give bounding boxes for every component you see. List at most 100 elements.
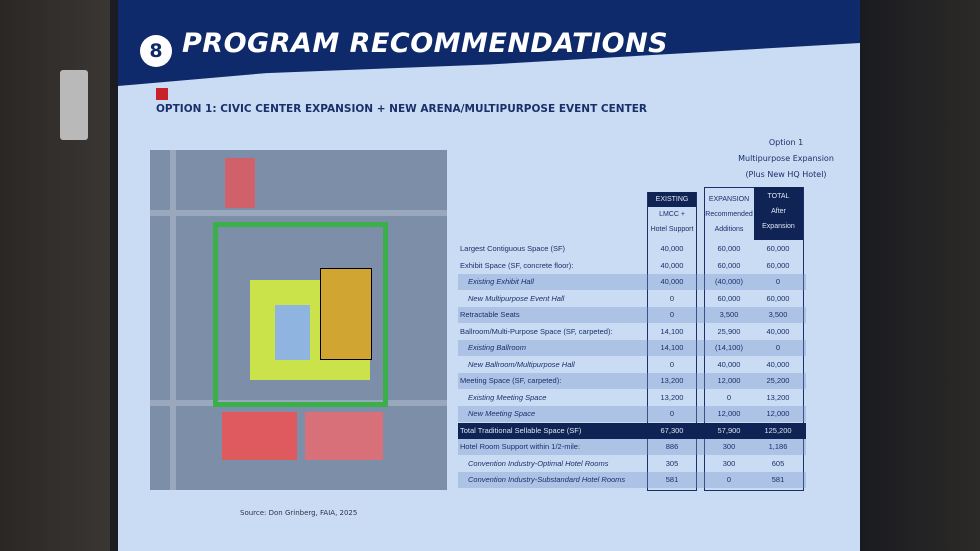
total-header-line: Expansion <box>762 223 795 230</box>
expansion-header: EXPANSION Recommended Additions <box>705 192 753 237</box>
row-label: Total Traditional Sellable Space (SF) <box>460 425 582 435</box>
row-label: Meeting Space (SF, carpeted): <box>460 376 562 385</box>
row-label: Convention Industry-Optimal Hotel Rooms <box>468 458 609 468</box>
option-label: Option 1 <box>768 138 804 147</box>
existing-value: 0 <box>669 409 675 418</box>
row-label: New Meeting Space <box>468 409 536 418</box>
existing-value: 40,000 <box>660 260 684 270</box>
total-value: 0 <box>775 343 781 352</box>
expansion-value: 300 <box>722 458 736 468</box>
table-row: Total Traditional Sellable Space (SF) 67,… <box>458 422 806 439</box>
expansion-value: 3,500 <box>719 310 739 319</box>
existing-value: 13,200 <box>660 392 684 402</box>
existing-value: 14,100 <box>660 343 684 352</box>
row-label: Retractable Seats <box>460 310 520 319</box>
expansion-header-line: Additions <box>714 226 744 233</box>
arena-block <box>320 268 372 360</box>
expansion-value: 60,000 <box>717 293 741 303</box>
total-value: 605 <box>771 458 785 468</box>
source-note: Source: Don Grinberg, FAIA, 2025 <box>240 509 358 517</box>
table-row: Convention Industry-Substandard Hotel Ro… <box>458 472 806 488</box>
expansion-value: (14,100) <box>715 343 743 352</box>
expansion-header-line: EXPANSION <box>708 196 750 203</box>
row-label: Exhibit Space (SF, concrete floor): <box>460 260 574 270</box>
table-row: Existing Meeting Space 13,200 0 13,200 <box>458 390 806 406</box>
existing-header-line: LMCC + <box>659 211 685 218</box>
existing-value: 581 <box>665 475 679 484</box>
table-row: New Meeting Space 0 12,000 12,000 <box>458 406 806 422</box>
option-note: (Plus New HQ Hotel) <box>745 170 827 179</box>
wall-switch <box>60 70 88 140</box>
expansion-value: 0 <box>726 392 732 402</box>
existing-value: 40,000 <box>660 244 684 253</box>
existing-value: 886 <box>665 442 679 451</box>
total-header: TOTAL After Expansion <box>754 187 803 240</box>
row-label: Existing Meeting Space <box>468 392 547 402</box>
expansion-value: (40,000) <box>715 277 743 286</box>
expansion-value: 12,000 <box>717 409 741 418</box>
parking-lot-south-east <box>305 412 383 460</box>
row-label: Existing Ballroom <box>468 343 526 352</box>
row-label: Ballroom/Multi-Purpose Space (SF, carpet… <box>460 326 613 336</box>
expansion-value: 300 <box>722 442 736 451</box>
total-value: 3,500 <box>768 310 788 319</box>
total-value: 25,200 <box>766 376 790 385</box>
existing-header-line: Hotel Support <box>650 226 694 233</box>
total-header-line: TOTAL <box>767 193 790 200</box>
table-row: Convention Industry-Optimal Hotel Rooms 3… <box>458 456 806 472</box>
presentation-slide: 8 PROGRAM RECOMMENDATIONS OPTION 1: CIVI… <box>118 0 860 551</box>
street <box>150 210 447 216</box>
total-value: 13,200 <box>766 392 790 402</box>
total-value: 60,000 <box>766 260 790 270</box>
table-row: Ballroom/Multi-Purpose Space (SF, carpet… <box>458 324 806 340</box>
existing-header-line: EXISTING <box>648 192 696 207</box>
wall-left <box>0 0 110 551</box>
row-label: Hotel Room Support within 1/2-mile: <box>460 442 581 451</box>
total-value: 12,000 <box>766 409 790 418</box>
green-perimeter <box>213 222 388 407</box>
total-header-line: After <box>771 208 786 215</box>
row-label: Existing Exhibit Hall <box>468 277 534 286</box>
existing-value: 14,100 <box>660 326 684 336</box>
expansion-header-line: Recommended <box>705 211 753 218</box>
total-value: 60,000 <box>766 293 790 303</box>
total-value: 40,000 <box>766 359 790 369</box>
parking-block <box>225 158 255 208</box>
total-value: 1,186 <box>768 442 788 451</box>
expansion-value: 57,900 <box>717 425 741 435</box>
total-value: 60,000 <box>766 244 790 253</box>
table-row: Existing Exhibit Hall 40,000 (40,000) 0 <box>458 274 806 290</box>
existing-value: 67,300 <box>660 425 684 435</box>
expansion-value: 25,900 <box>717 326 741 336</box>
table-row: New Multipurpose Event Hall 0 60,000 60,000 <box>458 291 806 307</box>
site-plan-map <box>150 150 447 490</box>
table-row: New Ballroom/Multipurpose Hall 0 40,000 40,… <box>458 357 806 373</box>
wall-right <box>860 0 980 551</box>
existing-value: 13,200 <box>660 376 684 385</box>
expansion-value: 60,000 <box>717 244 741 253</box>
table-row: Largest Contiguous Space (SF) 40,000 60,00… <box>458 241 806 257</box>
parking-lot-south-west <box>222 412 297 460</box>
table-row: Hotel Room Support within 1/2-mile: 886 30… <box>458 439 806 455</box>
civic-center <box>275 305 310 360</box>
table-row: Meeting Space (SF, carpeted): 13,200 12,00… <box>458 373 806 389</box>
total-value: 125,200 <box>764 425 792 435</box>
existing-value: 305 <box>665 458 679 468</box>
existing-value: 0 <box>669 310 675 319</box>
expansion-value: 60,000 <box>717 260 741 270</box>
slide-subtitle: OPTION 1: CIVIC CENTER EXPANSION + NEW A… <box>156 103 647 115</box>
row-label: Convention Industry-Substandard Hotel Ro… <box>468 475 626 484</box>
row-label: New Ballroom/Multipurpose Hall <box>468 359 575 369</box>
table-row: Retractable Seats 0 3,500 3,500 <box>458 307 806 323</box>
total-value: 581 <box>771 475 785 484</box>
red-marker <box>156 88 168 100</box>
slide-number: 8 <box>140 35 172 67</box>
street <box>170 150 176 490</box>
total-value: 0 <box>775 277 781 286</box>
table-row: Exhibit Space (SF, concrete floor): 40,00… <box>458 258 806 274</box>
existing-header: EXISTING LMCC + Hotel Support <box>648 192 696 237</box>
existing-value: 0 <box>669 293 675 303</box>
row-label: New Multipurpose Event Hall <box>468 293 565 303</box>
existing-value: 0 <box>669 359 675 369</box>
slide-title: PROGRAM RECOMMENDATIONS <box>182 28 669 59</box>
